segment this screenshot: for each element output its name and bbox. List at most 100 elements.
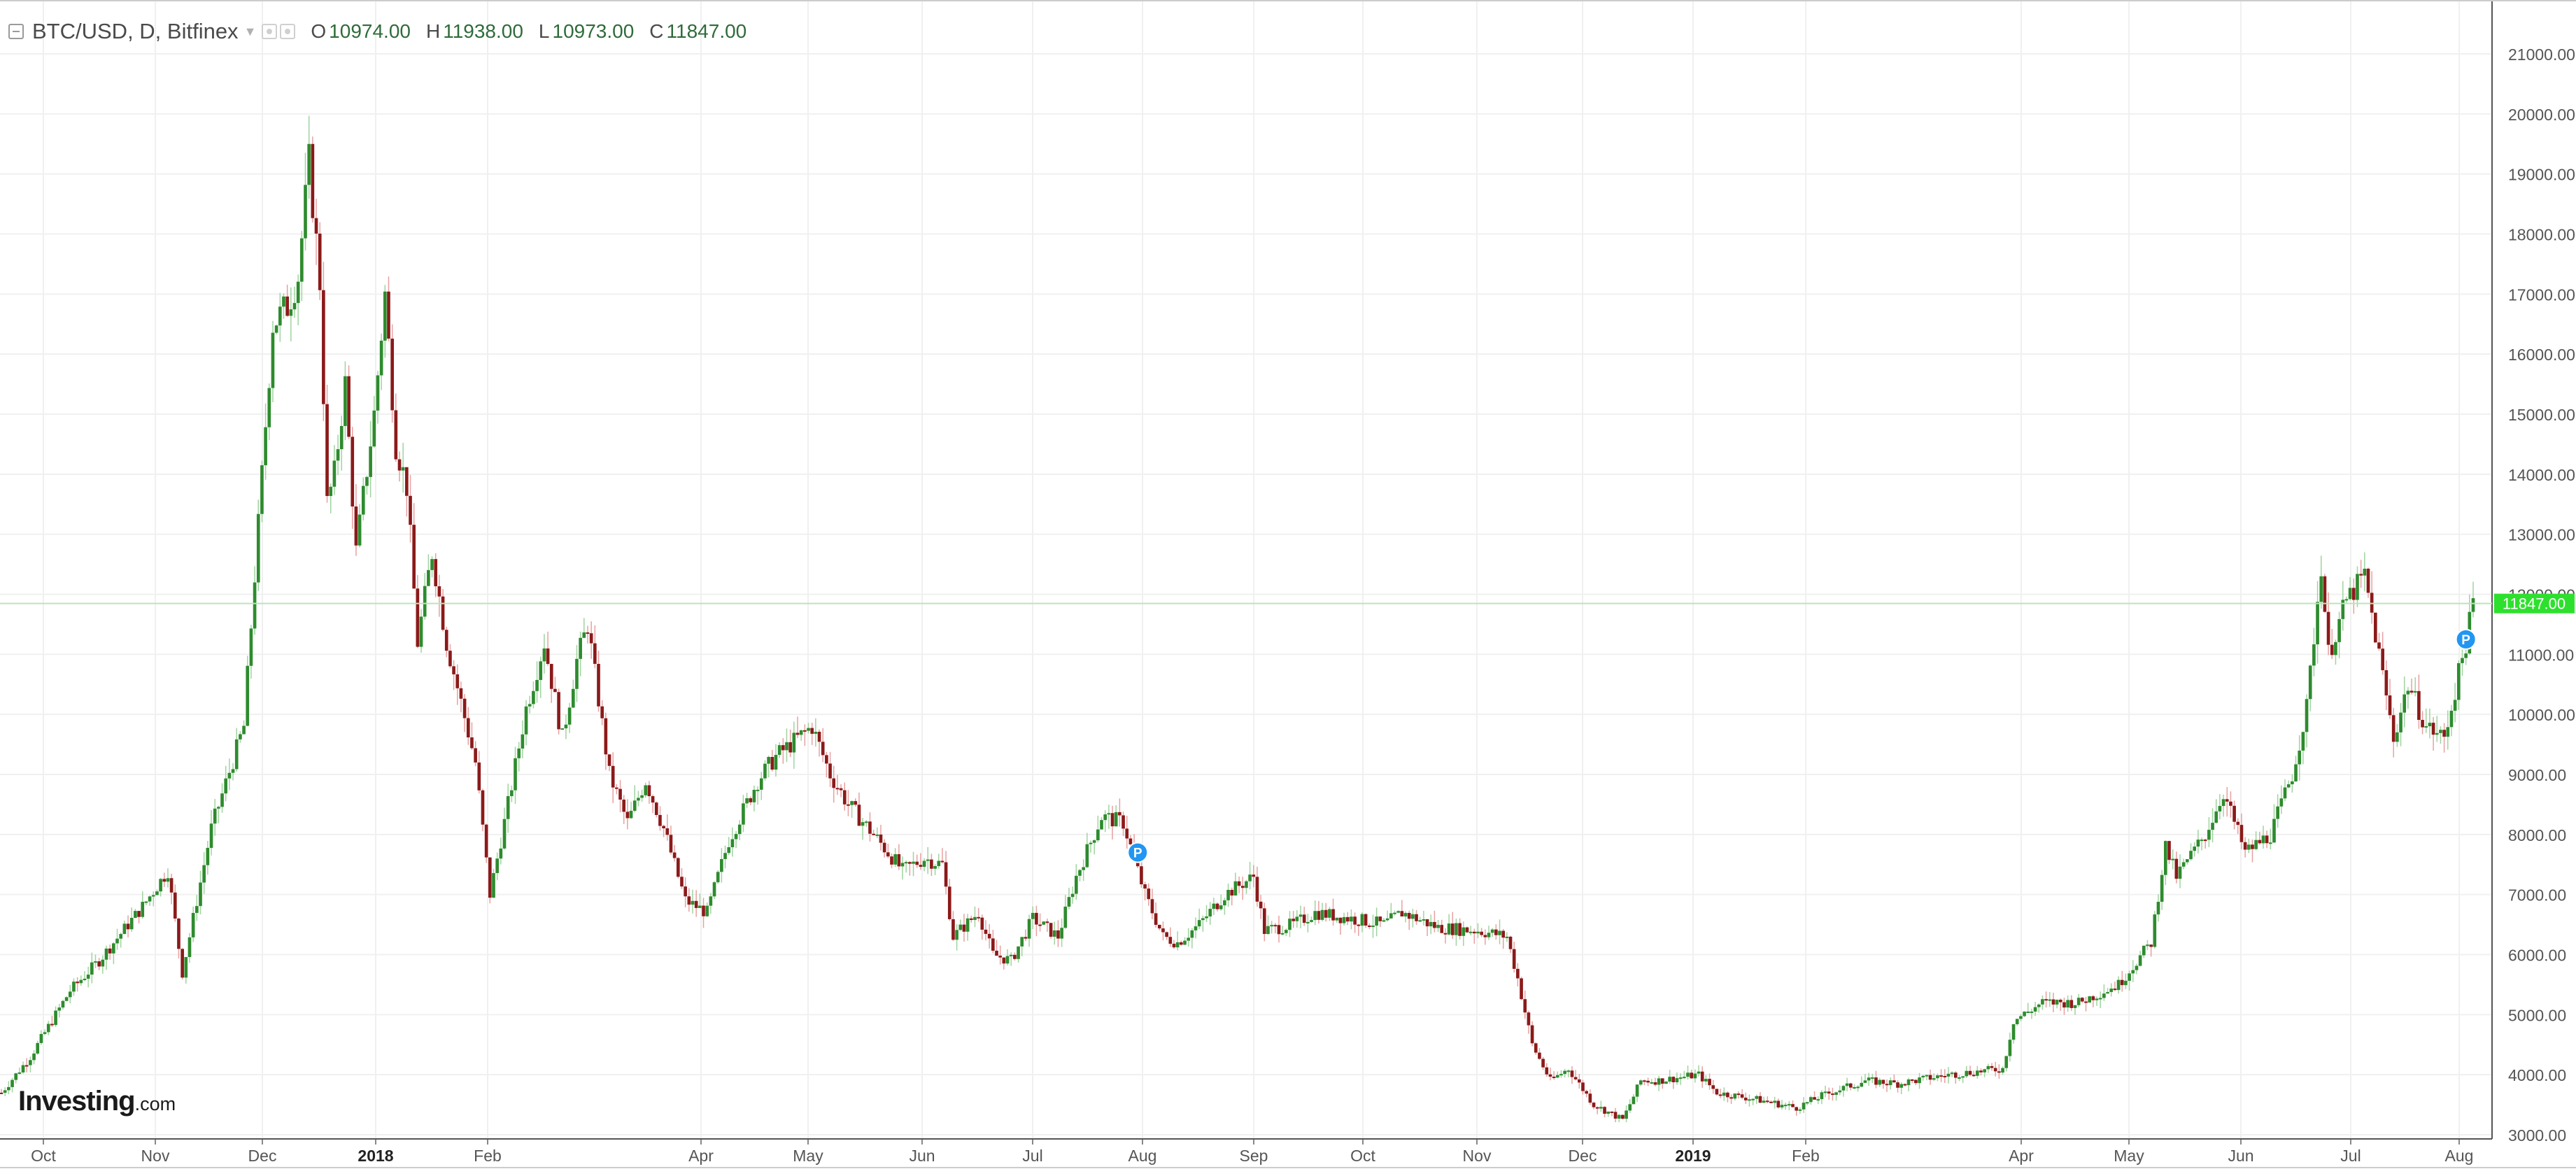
candle-body: [640, 795, 644, 798]
candle-body: [1157, 924, 1161, 929]
candle-body: [1024, 937, 1028, 939]
candle-body: [908, 862, 912, 864]
candle-body: [1100, 820, 1103, 830]
candle-body: [2008, 1040, 2012, 1056]
candle-body: [1686, 1072, 1690, 1077]
candle-body: [1310, 920, 1313, 922]
settings-icon[interactable]: [262, 24, 278, 39]
candle-body: [1943, 1075, 1947, 1077]
candle-body: [466, 718, 470, 738]
chart-grid: [0, 0, 2492, 1139]
candle-body: [842, 790, 847, 805]
candle-body: [2316, 602, 2319, 645]
candle-body: [1939, 1075, 1943, 1077]
candle-body: [575, 658, 579, 689]
candle-body: [2178, 866, 2182, 879]
candle-body: [423, 586, 427, 617]
candle-body: [2156, 902, 2160, 915]
candle-body: [304, 185, 307, 239]
candle-body: [220, 793, 224, 807]
candle-body: [1863, 1080, 1867, 1083]
candle-body: [1993, 1068, 1997, 1072]
candle-body: [2359, 574, 2363, 576]
p-marker-label: P: [2461, 633, 2470, 648]
candle-body: [1179, 942, 1183, 945]
candle-body: [1628, 1104, 1632, 1111]
candle-body: [1245, 881, 1248, 888]
candle-body: [1422, 919, 1426, 921]
candle-body: [1226, 889, 1230, 900]
candle-body: [2291, 781, 2294, 785]
candle-body: [1856, 1086, 1860, 1089]
candle-body: [2431, 723, 2435, 735]
ohlc-high-label: H: [425, 20, 441, 42]
candle-body: [1360, 914, 1364, 926]
candle-body: [1559, 1074, 1563, 1076]
candle-body: [2417, 690, 2421, 721]
candle-body: [32, 1053, 36, 1061]
candle-body: [705, 905, 709, 916]
candle-body: [1165, 932, 1168, 937]
p-marker-label: P: [1133, 846, 1142, 861]
ohlc-open-value: 10974.00: [329, 20, 411, 42]
chart-overlays: 11847.00 P P: [0, 593, 2575, 863]
candle-body: [1107, 813, 1111, 815]
candle-body: [1516, 968, 1520, 979]
candle-body: [1114, 812, 1118, 827]
caret-down-icon[interactable]: ▼: [243, 24, 257, 38]
candle-body: [1867, 1077, 1871, 1081]
visibility-icon[interactable]: [280, 24, 296, 39]
candle-body: [1320, 909, 1324, 920]
candle-body: [2181, 862, 2186, 867]
candle-body: [1187, 937, 1190, 941]
candle-body: [1183, 940, 1187, 945]
x-tick-label: May: [2114, 1147, 2144, 1165]
candle-body: [1874, 1077, 1878, 1085]
p-marker-icon[interactable]: [1127, 842, 1149, 863]
candle-body: [1331, 909, 1335, 921]
candle-body: [2251, 844, 2254, 849]
y-tick-label: 18000.00: [2508, 226, 2575, 244]
candle-body: [2026, 1011, 2030, 1013]
candle-body: [1751, 1098, 1755, 1100]
candle-body: [1523, 999, 1527, 1013]
candle-body: [1085, 844, 1089, 867]
candle-body: [814, 732, 818, 734]
candle-body: [2283, 787, 2287, 799]
candle-body: [292, 303, 297, 310]
candle-body: [618, 788, 622, 800]
candle-body: [253, 582, 257, 629]
candle-body: [455, 674, 460, 688]
candle-body: [2030, 1011, 2034, 1013]
candle-body: [2356, 574, 2359, 600]
x-tick-label: Aug: [1128, 1147, 1157, 1165]
candle-body: [1548, 1074, 1552, 1077]
collapse-icon[interactable]: [8, 24, 24, 39]
candle-body: [2135, 965, 2139, 970]
symbol-title[interactable]: BTC/USD, D, Bitfinex: [32, 19, 239, 43]
candle-body: [676, 858, 680, 877]
candle-body: [709, 896, 713, 906]
candle-body: [951, 919, 955, 940]
candle-body: [2261, 835, 2265, 844]
candle-body: [101, 959, 105, 967]
candle-body: [2131, 970, 2135, 974]
candle-body: [54, 1010, 57, 1026]
candle-body: [940, 860, 944, 863]
x-tick-label: Aug: [2445, 1147, 2474, 1165]
x-tick-label: 2019: [1675, 1147, 1711, 1165]
candle-body: [1288, 919, 1291, 930]
candle-body: [1910, 1079, 1914, 1081]
candle-body: [2370, 593, 2374, 613]
candle-body: [560, 728, 565, 730]
candle-body: [68, 991, 72, 998]
y-tick-label: 19000.00: [2508, 166, 2575, 184]
candle-body: [1285, 930, 1288, 933]
candle-body: [1831, 1093, 1834, 1096]
candle-body: [2174, 858, 2179, 879]
candle-body: [900, 863, 905, 867]
candle-body: [224, 778, 228, 794]
x-tick-label: Feb: [474, 1147, 502, 1165]
p-marker-icon[interactable]: [2455, 628, 2477, 650]
